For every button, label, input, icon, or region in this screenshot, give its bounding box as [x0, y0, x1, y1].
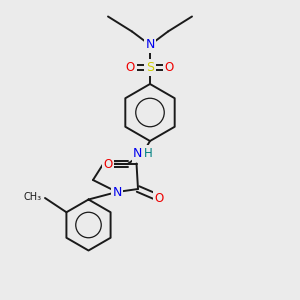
Text: O: O	[165, 61, 174, 74]
Text: H: H	[144, 147, 153, 160]
Text: O: O	[126, 61, 135, 74]
Text: S: S	[146, 61, 154, 74]
Text: CH₃: CH₃	[24, 191, 42, 202]
Text: N: N	[145, 38, 155, 52]
Text: N: N	[112, 185, 122, 199]
Text: O: O	[103, 158, 112, 171]
Text: O: O	[154, 191, 164, 205]
Text: N: N	[133, 147, 142, 160]
